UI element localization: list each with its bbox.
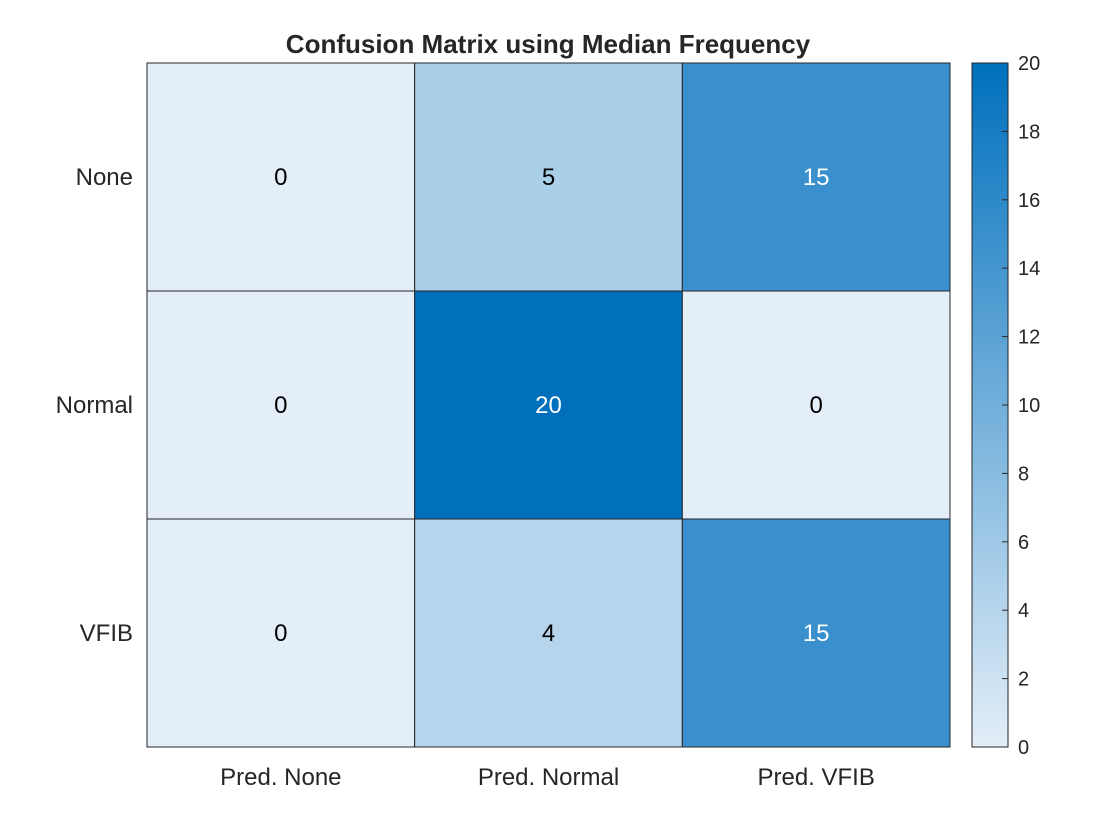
colorbar-tick-label: 8: [1018, 463, 1029, 485]
heatmap-cell-r1-c0: [146, 290, 416, 520]
x-axis-tick-labels: Pred. None Pred. Normal Pred. VFIB: [220, 764, 875, 791]
heatmap-cell-r0-c1: [414, 62, 683, 292]
chart-title: Confusion Matrix using Median Frequency: [286, 29, 811, 59]
colorbar-tick-label: 14: [1018, 258, 1040, 280]
heatmap-cell-labels: 0 5 15 0 20 0 0 4 15: [274, 164, 829, 647]
cell-value-label: 0: [274, 164, 287, 191]
colorbar-tick-label: 6: [1018, 532, 1029, 554]
heatmap-cell-r0-c2: [681, 62, 951, 292]
x-tick-label: Pred. None: [220, 764, 341, 791]
x-tick-label: Pred. VFIB: [757, 764, 874, 791]
cell-value-label: 15: [803, 164, 830, 191]
cell-value-label: 0: [274, 620, 287, 647]
colorbar-tick-label: 10: [1018, 395, 1040, 417]
y-tick-label: VFIB: [80, 620, 133, 647]
colorbar-tick-label: 2: [1018, 669, 1029, 691]
colorbar: 0 2 4 6 8 10 12 14 16 18 20: [971, 53, 1040, 759]
colorbar-tick-label: 12: [1018, 327, 1040, 349]
y-tick-label: Normal: [56, 392, 133, 419]
y-tick-label: None: [76, 164, 133, 191]
heatmap-cell-r2-c1: [414, 518, 683, 748]
heatmap-cells: [146, 62, 951, 748]
cell-value-label: 4: [542, 620, 555, 647]
cell-value-label: 5: [542, 164, 555, 191]
heatmap-cell-r2-c0: [146, 518, 416, 748]
cell-value-label: 20: [535, 392, 562, 419]
cell-value-label: 0: [809, 392, 822, 419]
cell-value-label: 0: [274, 392, 287, 419]
x-tick-label: Pred. Normal: [478, 764, 619, 791]
heatmap-cell-r1-c2: [681, 290, 951, 520]
colorbar-tick-label: 20: [1018, 53, 1040, 75]
cell-value-label: 15: [803, 620, 830, 647]
heatmap-cell-r2-c2: [681, 518, 951, 748]
colorbar-tick-label: 16: [1018, 190, 1040, 212]
colorbar-tick-label: 4: [1018, 600, 1029, 622]
colorbar-tick-label: 0: [1018, 737, 1029, 759]
heatmap-cell-r1-c1: [414, 290, 683, 520]
heatmap-cell-r0-c0: [146, 62, 416, 292]
y-axis-tick-labels: None Normal VFIB: [56, 164, 133, 647]
colorbar-tick-label: 18: [1018, 121, 1040, 143]
